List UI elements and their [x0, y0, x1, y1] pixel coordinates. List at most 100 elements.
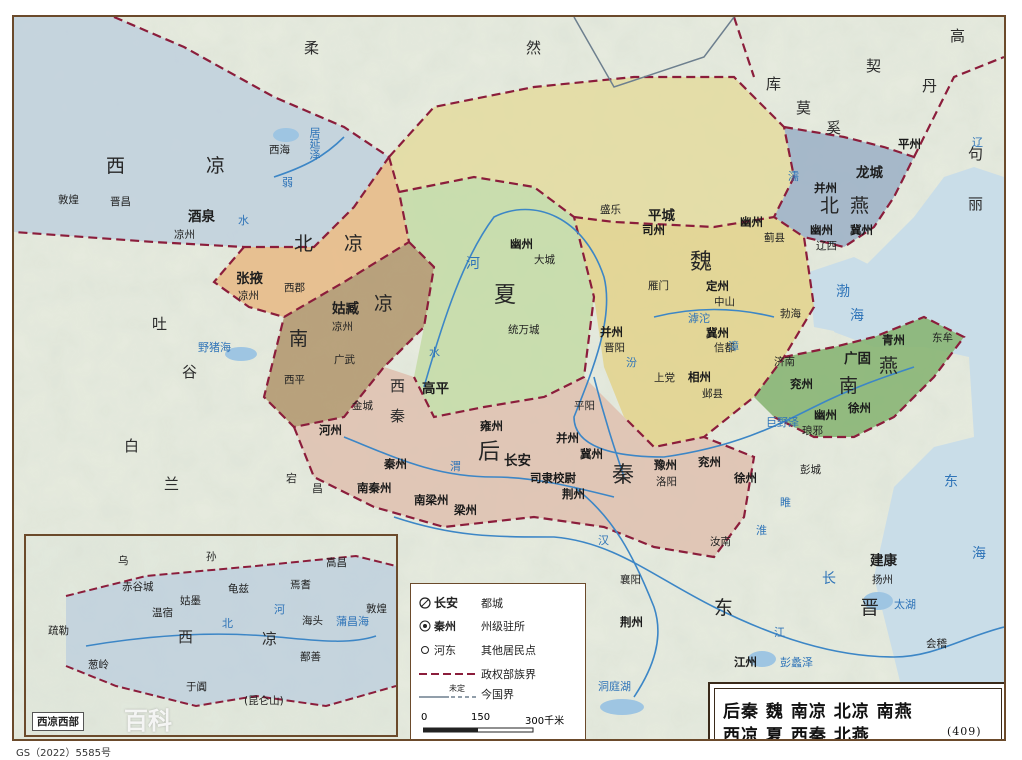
city-dongmou: 东牟	[932, 332, 953, 344]
region-xiliang	[14, 17, 389, 247]
city-yexian: 邺县	[702, 388, 723, 400]
city-sili: 司隶校尉	[530, 471, 576, 485]
city-pengcheng: 彭城	[800, 464, 821, 476]
city-nanqinzhou: 南秦州	[357, 481, 392, 495]
water-shui: 水	[238, 214, 249, 227]
region-label-gaogouli-1: 高	[950, 27, 966, 45]
inset-yutian: 于阗	[186, 681, 207, 693]
regime-borders	[14, 17, 1004, 559]
qinghai-lake	[225, 347, 257, 361]
inset-chongling: 葱岭	[88, 659, 109, 671]
city-dingzhou: 定州	[706, 279, 729, 293]
inset-puchanghai: 蒲昌海	[336, 615, 369, 628]
capital-guanggu: 广固	[844, 351, 871, 367]
city-xuzhou-nanyan: 徐州	[848, 401, 871, 415]
inset-yanqi: 焉耆	[290, 579, 311, 591]
legend-prefecture-desc: 州级驻所	[481, 620, 525, 633]
region-label-xia: 夏	[494, 283, 519, 308]
map-canvas	[14, 17, 1004, 739]
capital-guzang: 姑臧	[332, 301, 359, 317]
city-jingzhou-jin: 荆州	[620, 615, 643, 629]
region-label-nanliang-2: 凉	[374, 293, 396, 315]
city-xindu: 信都	[714, 342, 735, 354]
city-xiping: 西平	[284, 374, 305, 386]
city-yuzhou: 豫州	[654, 458, 677, 472]
city-guangwu: 广武	[334, 354, 355, 366]
legend-undetermined: 未定	[449, 684, 465, 693]
legend-modern-border-desc: 今国界	[481, 688, 514, 701]
city-pingyang: 平阳	[574, 400, 595, 412]
inset-haitou: 海头	[302, 615, 323, 627]
region-label-kumo-2: 莫	[796, 99, 812, 117]
inset-chiguchang: 赤谷城	[122, 581, 154, 593]
pengli-lake	[748, 651, 776, 667]
city-zhongshan: 中山	[714, 296, 735, 308]
inset-region-xiliang	[66, 556, 396, 706]
city-liangzhou: 梁州	[454, 503, 477, 517]
legend-row-settlement: 河东 其他居民点	[419, 642, 536, 658]
region-label-kumo-3: 奚	[826, 119, 842, 137]
legend-scale-bar: 0 150 300千米	[421, 712, 571, 738]
city-shangdang: 上党	[654, 372, 675, 384]
city-yanmen: 雁门	[648, 280, 669, 292]
capital-changan: 长安	[504, 453, 531, 469]
city-xuzhou: 徐州	[734, 471, 757, 485]
city-dunhuang: 敦煌	[58, 194, 79, 206]
city-bohai: 勃海	[780, 308, 801, 320]
city-binzhou: 并州	[556, 431, 579, 445]
region-wei	[574, 217, 814, 447]
city-jinan: 济南	[774, 356, 795, 368]
inset-wusun: 乌	[118, 555, 129, 567]
region-beiyan	[774, 127, 914, 247]
region-label-tuyuhun-2: 谷	[182, 363, 198, 381]
map-title-line2: 西凉 夏 西秦 北燕	[723, 726, 870, 741]
city-jinchang: 晋昌	[110, 196, 131, 208]
region-label-jin-2: 晋	[860, 597, 882, 619]
region-label-bailan-1: 白	[124, 437, 140, 455]
water-zhang: 漳	[728, 340, 739, 353]
city-yongzhou: 雍州	[480, 419, 503, 433]
city-tongwancheng: 统万城	[508, 324, 540, 336]
region-nanyan	[754, 317, 964, 437]
city-jingzhou: 荆州	[562, 487, 585, 501]
inset-gaochang: 高昌	[326, 557, 347, 569]
region-label-houqin-2: 秦	[612, 463, 637, 488]
map-title-year: (409)	[947, 725, 982, 738]
city-jizhou-beiyan: 冀州	[850, 223, 873, 237]
water-he: 河	[466, 256, 480, 272]
inset-he: 河	[274, 603, 285, 616]
city-jiangzhou: 江州	[734, 655, 757, 669]
region-label-gaogouli-2: 句	[968, 145, 984, 163]
city-sizhou: 司州	[642, 223, 665, 237]
inset-canvas	[26, 536, 396, 735]
water-fen: 汾	[626, 356, 637, 369]
map-title-box: 后秦 魏 南凉 北凉 南燕 西凉 夏 西秦 北燕 (409)	[708, 682, 1004, 741]
city-langye: 琅邪	[802, 425, 823, 437]
legend-settlement-sample: 河东	[434, 644, 456, 657]
legend-row-regime-border: 政权部族界	[419, 666, 536, 682]
region-label-nanyan-1: 南	[839, 375, 861, 397]
city-xiangyang: 襄阳	[620, 574, 641, 586]
region-label-rouran-2: 然	[526, 39, 542, 57]
water-donghai-2: 海	[972, 546, 986, 562]
legend-regime-border-desc: 政权部族界	[481, 668, 536, 681]
capital-jiankang: 建康	[870, 553, 897, 569]
city-qingzhou: 青州	[882, 333, 905, 347]
city-liangzhou-1: 凉州	[174, 229, 195, 241]
city-jinyang: 晋阳	[604, 342, 625, 354]
water-hai: 海	[850, 308, 864, 324]
city-qinzhou: 秦州	[384, 457, 407, 471]
legend-settlement-desc: 其他居民点	[481, 644, 536, 657]
inset-qiuzi: 龟兹	[228, 583, 249, 595]
map-title-line1: 后秦 魏 南凉 北凉 南燕	[723, 702, 913, 722]
region-label-gaogouli-3: 丽	[968, 195, 984, 213]
water-shui-2: 水	[429, 346, 440, 359]
map-frame: 西 凉 北 凉 南 凉 夏 魏 北 燕 南 燕 后 秦 西 秦 东 晋 柔 然 …	[12, 15, 1006, 741]
scale-300: 300千米	[525, 716, 565, 727]
inset-kunlun: (昆仑山)	[244, 695, 284, 707]
city-jixian: 蓟县	[764, 232, 785, 244]
water-dongting: 洞庭湖	[598, 680, 631, 693]
city-youzhou-xia: 幽州	[510, 237, 533, 251]
city-bingzhou-beiyan: 并州	[814, 181, 837, 195]
region-houqin	[294, 367, 754, 557]
